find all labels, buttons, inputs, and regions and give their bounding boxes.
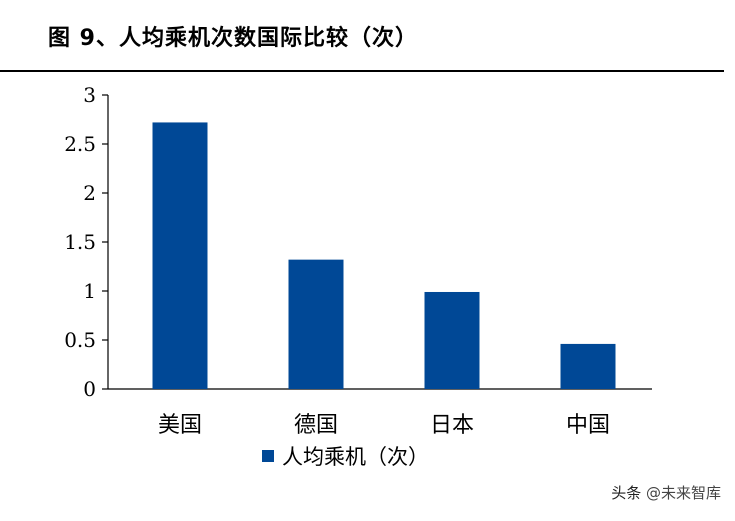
y-tick-label: 1 [83, 279, 96, 303]
category-label: 美国 [158, 413, 202, 438]
watermark: 头条 @未来智库 [611, 482, 721, 503]
legend-label: 人均乘机（次） [282, 445, 429, 469]
title-rule [0, 70, 724, 72]
bar-3 [424, 291, 480, 389]
y-tick-label: 3 [83, 83, 96, 107]
figure-title: 图 9、人均乘机次数国际比较（次） [48, 26, 418, 51]
category-label: 中国 [566, 413, 610, 438]
bar-4 [560, 343, 616, 389]
y-tick-label: 2 [83, 181, 96, 205]
watermark-brand: @未来智库 [645, 484, 721, 502]
y-tick-label: 0.5 [64, 328, 96, 352]
bar-2 [288, 259, 344, 389]
bar-1 [152, 122, 208, 389]
category-label: 日本 [430, 413, 474, 438]
y-tick-label: 1.5 [64, 230, 96, 254]
category-label: 德国 [294, 413, 338, 438]
watermark-prefix: 头条 [611, 484, 642, 502]
y-tick-label: 2.5 [64, 132, 96, 156]
legend-swatch [262, 450, 274, 462]
y-tick-label: 0 [83, 377, 96, 401]
